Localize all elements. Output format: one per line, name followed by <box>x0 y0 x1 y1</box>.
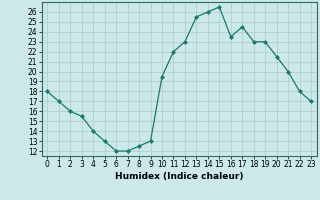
X-axis label: Humidex (Indice chaleur): Humidex (Indice chaleur) <box>115 172 244 181</box>
